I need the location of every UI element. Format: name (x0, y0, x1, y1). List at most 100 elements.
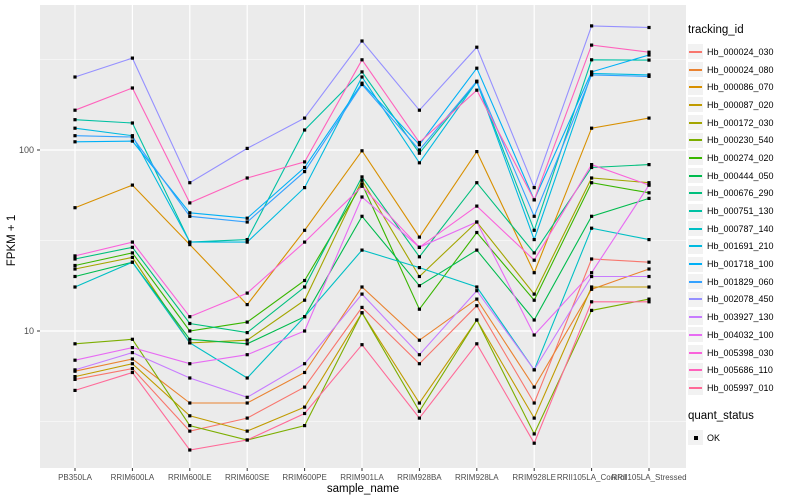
data-point (360, 184, 364, 188)
data-point (245, 342, 249, 346)
legend-item-Hb_000676_290: Hb_000676_290 (688, 185, 800, 203)
data-point (360, 70, 364, 74)
data-point (360, 292, 364, 296)
data-point (417, 401, 421, 405)
data-point (647, 267, 651, 271)
data-point (245, 240, 249, 244)
legend-key-line-icon (688, 44, 703, 60)
data-point (130, 367, 134, 371)
data-point (73, 274, 77, 279)
data-point (245, 438, 249, 442)
data-point (475, 150, 479, 154)
data-point (475, 289, 479, 293)
data-point (532, 385, 536, 389)
legend-key-line-icon (688, 362, 703, 378)
data-point (245, 401, 249, 405)
legend-label: Hb_000787_140 (707, 223, 774, 234)
legend-key-line-icon (688, 345, 703, 361)
data-point (188, 201, 192, 205)
data-point (188, 376, 192, 380)
legend-key-line-icon (688, 203, 703, 219)
legend-key-line-icon (688, 132, 703, 148)
data-point (188, 214, 192, 218)
data-point (130, 56, 134, 60)
data-point (590, 70, 594, 74)
data-point (188, 424, 192, 428)
data-point (245, 353, 249, 357)
data-point (647, 297, 651, 301)
data-point (245, 320, 249, 324)
data-point (303, 228, 307, 232)
legend-label: Hb_001829_060 (707, 276, 774, 287)
data-point (647, 181, 651, 185)
data-point (647, 163, 651, 167)
black-square-marker-icon (688, 430, 703, 446)
data-point (647, 116, 651, 120)
data-point (130, 255, 134, 259)
data-point (245, 376, 249, 380)
legend-item-Hb_001829_060: Hb_001829_060 (688, 273, 800, 291)
data-point (360, 305, 364, 309)
data-point (188, 362, 192, 366)
data-point (417, 266, 421, 270)
data-point (245, 416, 249, 420)
data-point (188, 429, 192, 433)
data-point (647, 300, 651, 304)
legend-key-line-icon (688, 150, 703, 166)
data-point (590, 300, 594, 304)
data-point (417, 362, 421, 366)
data-point (360, 58, 364, 62)
data-point (130, 357, 134, 361)
legend-item-Hb_000172_030: Hb_000172_030 (688, 114, 800, 132)
legend-label: Hb_000086_070 (707, 82, 774, 93)
data-point (475, 285, 479, 289)
data-point (130, 121, 134, 125)
data-point (475, 88, 479, 92)
data-point (532, 432, 536, 436)
data-point (647, 191, 651, 195)
data-point (590, 58, 594, 62)
data-point (647, 50, 651, 54)
data-point (360, 311, 364, 315)
data-point (303, 165, 307, 170)
data-point (475, 318, 479, 322)
data-point (647, 238, 651, 242)
data-point (532, 298, 536, 302)
x-tick-label: RRIM600LA (111, 473, 155, 482)
data-point (417, 161, 421, 165)
data-point (245, 146, 249, 150)
data-point (303, 116, 307, 120)
legend-key-line-icon (688, 185, 703, 201)
data-point (73, 267, 77, 271)
data-point (360, 39, 364, 43)
data-point (532, 292, 536, 296)
data-point (475, 220, 479, 224)
data-point (417, 140, 421, 145)
data-point (245, 395, 249, 399)
legend-key-line-icon (688, 309, 703, 325)
data-point (73, 134, 77, 138)
data-point (188, 414, 192, 418)
data-point (130, 139, 134, 143)
x-tick-label: RRII105LA_Control (557, 473, 627, 482)
data-point (590, 165, 594, 170)
legend-item-Hb_000751_130: Hb_000751_130 (688, 202, 800, 220)
data-point (360, 343, 364, 347)
data-point (73, 118, 77, 122)
legend-label: Hb_005686_110 (707, 365, 773, 376)
data-point (130, 135, 134, 139)
data-point (188, 329, 192, 333)
data-point (303, 424, 307, 428)
data-point (73, 358, 77, 362)
data-point (590, 126, 594, 130)
legend-key-line-icon (688, 168, 703, 184)
x-tick-label: RRIM600SE (225, 473, 269, 482)
data-point (73, 368, 77, 372)
data-point (417, 148, 421, 152)
legend-label: Hb_000087_020 (707, 99, 774, 110)
data-point (303, 160, 307, 164)
data-point (590, 308, 594, 312)
data-point (188, 211, 192, 215)
data-point (590, 43, 594, 47)
legend-item-Hb_001691_210: Hb_001691_210 (688, 238, 800, 256)
